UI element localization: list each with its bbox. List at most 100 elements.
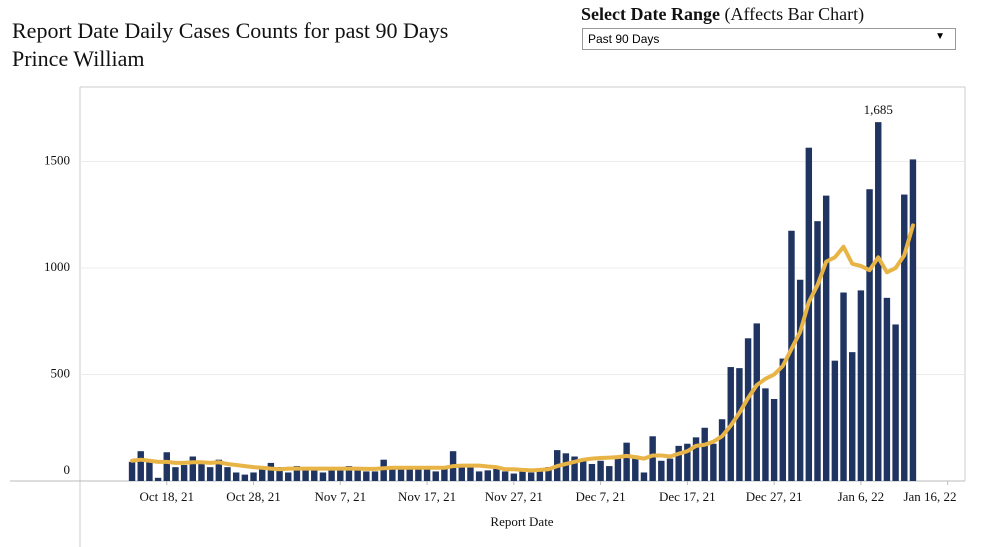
bar — [154, 477, 162, 481]
bar — [241, 474, 249, 481]
y-tick-label: 0 — [64, 462, 71, 477]
bar — [354, 468, 361, 481]
bar — [779, 358, 787, 481]
bar — [380, 459, 387, 481]
bar — [128, 461, 136, 481]
bar — [545, 467, 552, 481]
bar — [675, 445, 682, 481]
bar — [510, 473, 518, 481]
bar — [345, 466, 353, 481]
bar — [744, 338, 752, 481]
bar — [441, 468, 448, 481]
bar — [822, 195, 830, 481]
bar — [658, 460, 665, 481]
bar — [614, 455, 622, 481]
bar — [198, 461, 205, 481]
x-tick-label: Nov 27, 21 — [485, 489, 543, 504]
bar — [172, 467, 179, 481]
bar — [666, 458, 674, 481]
bar — [311, 468, 318, 481]
x-tick-label: Jan 16, 22 — [903, 489, 956, 504]
x-tick-label: Oct 18, 21 — [139, 489, 194, 504]
bar — [649, 436, 656, 481]
bar — [710, 443, 717, 481]
y-tick-label: 1000 — [44, 259, 70, 274]
bar — [293, 466, 301, 481]
bar — [484, 470, 492, 481]
bar — [215, 459, 223, 481]
bar — [267, 462, 275, 481]
bar — [866, 189, 873, 481]
bar — [753, 323, 760, 481]
bar — [328, 468, 335, 481]
bar — [770, 399, 778, 481]
bar — [527, 472, 535, 481]
bar — [389, 469, 396, 481]
bar — [371, 471, 379, 481]
bar — [788, 230, 795, 481]
x-tick-label: Nov 7, 21 — [314, 489, 366, 504]
bar — [276, 467, 283, 481]
bar — [146, 461, 153, 481]
x-tick-label: Dec 17, 21 — [659, 489, 716, 504]
bar — [232, 472, 240, 481]
bar — [883, 297, 891, 481]
bar — [684, 443, 691, 481]
dropdown-value[interactable]: Past 90 Days — [588, 32, 660, 46]
x-tick-label: Jan 6, 22 — [838, 489, 885, 504]
y-tick-label: 500 — [51, 365, 71, 380]
bar — [458, 465, 465, 481]
bar — [406, 467, 413, 481]
bar — [692, 437, 700, 481]
bar — [285, 472, 292, 481]
x-tick-label: Dec 27, 21 — [746, 489, 803, 504]
dropdown-arrow[interactable]: ▼ — [935, 31, 945, 42]
x-axis-label: Report Date — [490, 514, 553, 529]
bar — [762, 388, 769, 481]
bar — [875, 122, 882, 482]
bar — [501, 471, 509, 481]
bar — [493, 466, 500, 481]
bar — [302, 467, 309, 481]
bar — [606, 466, 613, 481]
x-tick-label: Oct 28, 21 — [226, 489, 281, 504]
bar — [848, 352, 856, 481]
x-tick-label: Nov 17, 21 — [398, 489, 456, 504]
bar — [901, 194, 908, 482]
bar — [588, 463, 596, 481]
data-label: 1,685 — [864, 102, 893, 117]
date-range-dropdown[interactable]: Past 90 Days ▼ — [582, 28, 956, 50]
bar — [432, 471, 439, 481]
bar — [571, 456, 578, 481]
bar — [423, 467, 431, 481]
bar — [519, 471, 526, 481]
control-title: Select Date Range — [581, 4, 720, 24]
bar — [319, 472, 327, 481]
bar — [137, 451, 144, 481]
bar — [718, 419, 726, 481]
bar — [840, 292, 847, 481]
bar — [892, 324, 899, 481]
bar — [814, 221, 821, 481]
bar — [805, 147, 813, 481]
chart-subtitle: Prince William — [12, 46, 145, 71]
bar — [736, 368, 743, 481]
bar — [640, 472, 648, 481]
bar — [623, 442, 630, 481]
bar — [562, 453, 570, 481]
bar — [189, 456, 197, 481]
x-tick-label: Dec 7, 21 — [575, 489, 625, 504]
y-tick-label: 1500 — [44, 153, 70, 168]
bar — [831, 360, 839, 481]
bar — [337, 468, 344, 481]
bar — [363, 471, 370, 481]
bar — [397, 468, 405, 481]
bar — [580, 460, 587, 481]
bar — [163, 452, 170, 481]
bar — [467, 466, 474, 481]
bar — [536, 470, 544, 481]
bar — [632, 455, 639, 481]
bar — [597, 460, 604, 481]
